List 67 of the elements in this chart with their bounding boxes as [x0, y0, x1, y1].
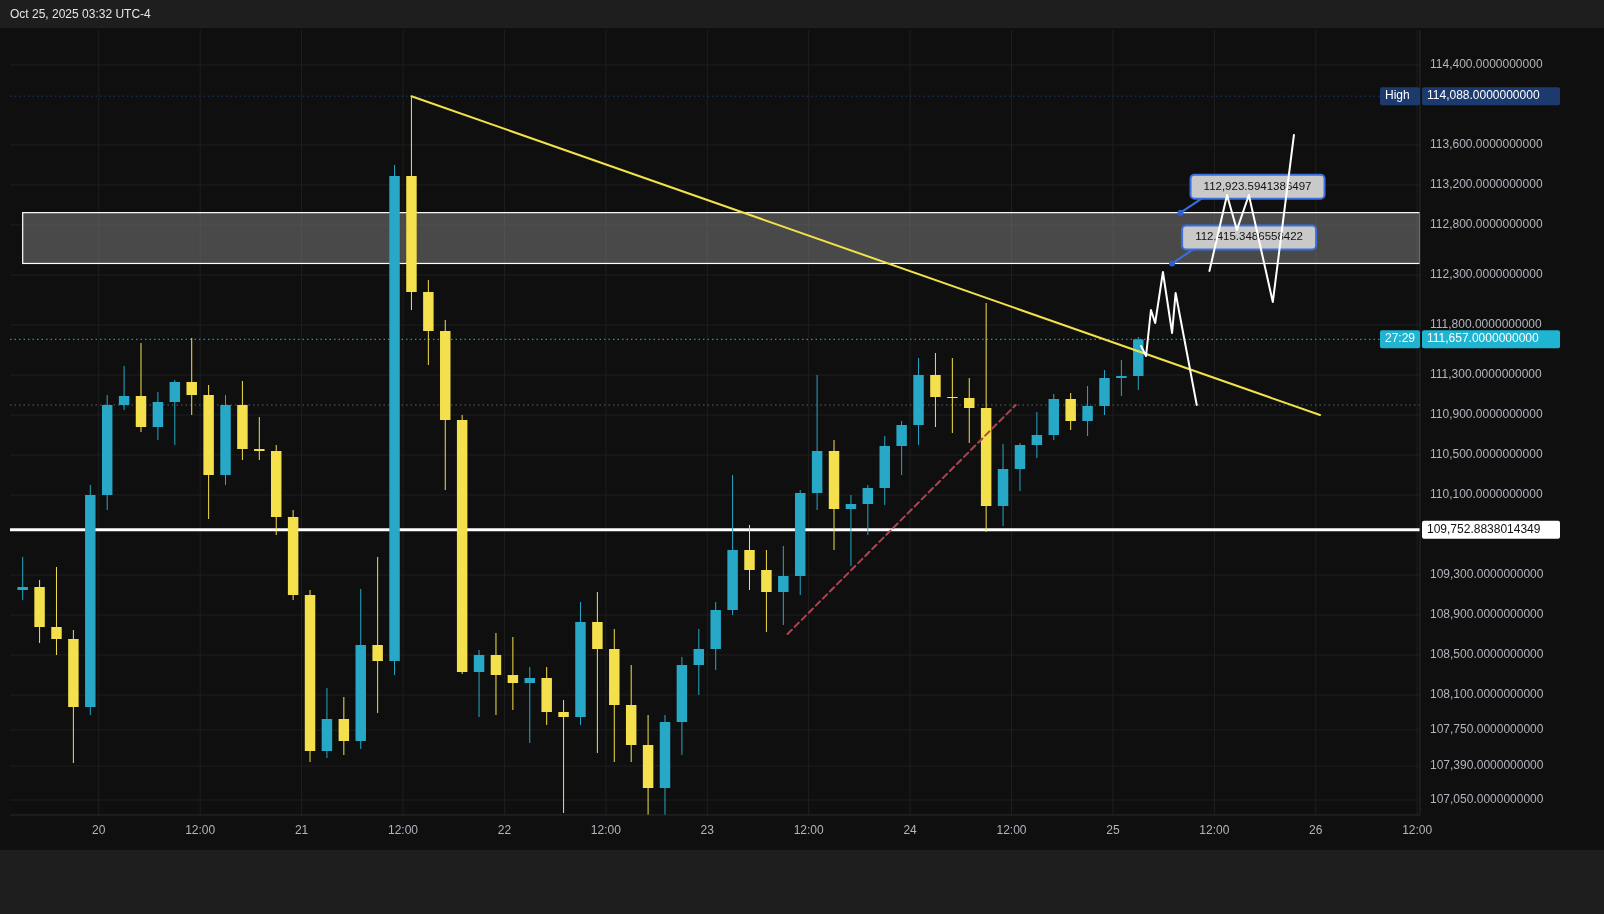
candlestick — [17, 556, 28, 601]
x-tick-label: 25 — [1106, 823, 1120, 838]
candlestick — [254, 416, 265, 461]
y-tick-label: 112,300.0000000000 — [1430, 267, 1543, 282]
candlestick — [186, 337, 197, 416]
y-tick-label: 110,500.0000000000 — [1430, 447, 1543, 462]
annotation: High — [1385, 88, 1410, 103]
x-tick-label: 12:00 — [996, 823, 1027, 838]
candlestick — [1082, 385, 1093, 437]
candlestick — [1014, 442, 1026, 492]
chart-title: Oct 25, 2025 03:32 UTC-4 — [10, 7, 152, 22]
y-tick-label: 110,100.0000000000 — [1430, 487, 1543, 502]
x-tick-label: 20 — [92, 823, 106, 838]
x-tick-label: 26 — [1309, 823, 1323, 838]
y-tick-label: 113,200.0000000000 — [1430, 177, 1543, 192]
x-tick-label: 23 — [700, 823, 715, 838]
y-tick-label: 113,600.0000000000 — [1430, 137, 1543, 152]
x-tick-label: 12:00 — [185, 823, 216, 838]
candlestick — [845, 494, 857, 567]
candlestick — [930, 352, 941, 428]
candlestick — [1065, 392, 1076, 431]
annotation: 112,923.5941386497 — [1203, 179, 1312, 192]
candlestick — [51, 566, 62, 656]
y-tick-label: 111,800.0000000000 — [1430, 317, 1542, 332]
candlestick — [372, 556, 383, 714]
candlestick — [169, 379, 181, 446]
candlestick — [1116, 359, 1127, 397]
candlestick — [338, 696, 350, 756]
ref-line-label: 111,657.0000000000 — [1427, 331, 1539, 346]
candlestick — [964, 377, 975, 444]
candlestick — [118, 365, 130, 411]
candlestick — [1031, 411, 1043, 459]
y-tick-label: 107,390.0000000000 — [1430, 758, 1544, 773]
candlestick — [744, 524, 755, 591]
ref-line-label: 114,088.0000000000 — [1427, 88, 1540, 103]
x-tick-label: 12:00 — [1402, 823, 1433, 838]
y-tick-label: 112,800.0000000000 — [1430, 217, 1543, 232]
candlestick — [896, 420, 907, 476]
candlestick — [862, 484, 874, 536]
candlestick — [947, 357, 958, 434]
y-tick-label: 108,100.0000000000 — [1430, 687, 1544, 702]
y-tick-label: 109,300.0000000000 — [1430, 567, 1544, 582]
candlestick — [778, 545, 789, 626]
x-tick-label: 24 — [903, 823, 918, 838]
x-tick-label: 12:00 — [387, 823, 419, 838]
y-tick-label: 108,900.0000000000 — [1430, 607, 1544, 622]
x-tick-label: 22 — [497, 823, 512, 838]
x-tick-label: 12:00 — [1199, 823, 1230, 838]
candlestick — [473, 649, 485, 718]
y-tick-label: 107,750.0000000000 — [1430, 722, 1544, 737]
candlestick — [524, 666, 536, 744]
candlestick — [507, 636, 519, 711]
x-tick-label: 12:00 — [793, 823, 825, 838]
annotation: 112,415.3486558422 — [1195, 230, 1304, 243]
y-tick-label: 114,400.0000000000 — [1430, 57, 1543, 72]
x-tick-label: 21 — [294, 823, 309, 838]
y-tick-label: 108,500.0000000000 — [1430, 647, 1544, 662]
y-tick-label: 110,900.0000000000 — [1430, 407, 1543, 422]
x-tick-label: 12:00 — [590, 823, 622, 838]
ref-line-label: 109,752.8838014349 — [1427, 521, 1541, 536]
candlestick — [761, 549, 772, 633]
candlestick — [693, 628, 705, 696]
y-tick-label: 107,050.0000000000 — [1430, 792, 1544, 807]
candlestick — [558, 699, 569, 814]
y-tick-label: 111,300.0000000000 — [1430, 367, 1542, 382]
annotation: 27:29 — [1385, 331, 1416, 346]
candlestick — [490, 632, 502, 716]
